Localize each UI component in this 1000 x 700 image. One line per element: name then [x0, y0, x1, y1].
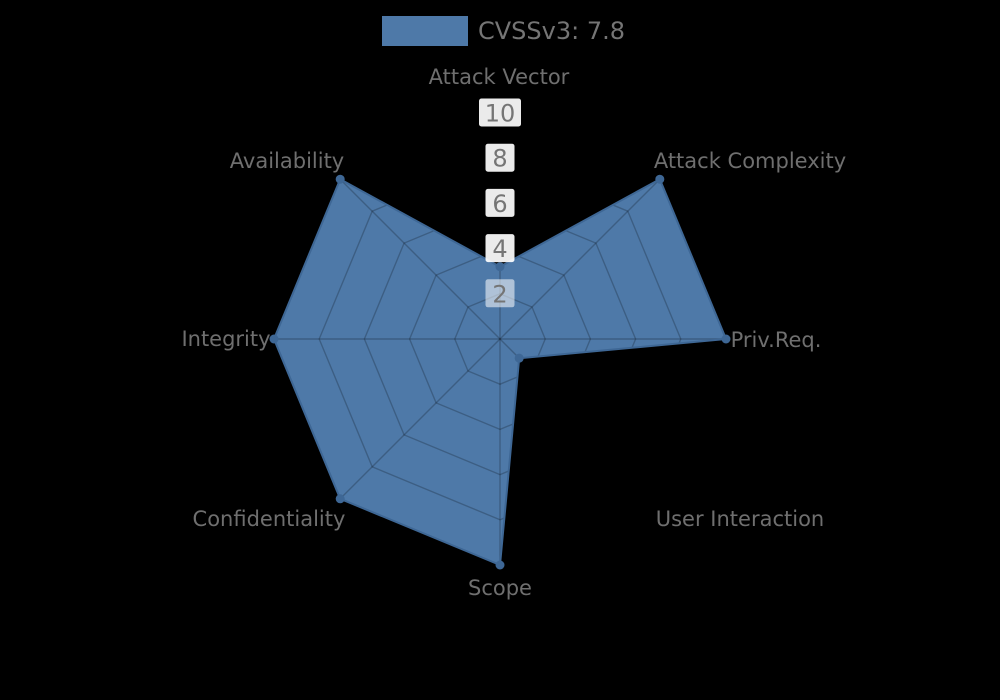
axis-label-availability: Availability: [230, 149, 344, 173]
radial-tick-label-2: 2: [492, 280, 507, 308]
chart-legend: CVSSv3: 7.8: [382, 16, 625, 46]
legend-swatch: [382, 16, 468, 46]
radial-tick-box-2: [485, 279, 515, 308]
radial-tick-box-8: [485, 143, 515, 172]
data-area: [274, 179, 726, 565]
data-point-marker: [721, 334, 731, 344]
data-point-marker: [335, 174, 345, 184]
grid-ring-8: [318, 157, 682, 521]
axis-label-attack-vector: Attack Vector: [429, 65, 570, 89]
grid-spoke: [499, 178, 661, 340]
legend-label: CVSSv3: 7.8: [478, 17, 625, 45]
axis-label-integrity: Integrity: [181, 327, 270, 351]
data-point-marker: [269, 334, 279, 344]
data-point-marker: [495, 262, 505, 272]
grid-spoke: [499, 338, 661, 500]
grid-ring-2: [454, 293, 546, 385]
radial-tick-box-10: [479, 98, 521, 127]
data-point-marker: [655, 174, 665, 184]
data-point-marker: [335, 494, 345, 504]
data-point-marker: [514, 353, 524, 363]
grid-ring-4: [408, 247, 592, 431]
axis-label-priv-req: Priv.Req.: [731, 328, 822, 352]
radial-tick-label-6: 6: [492, 190, 507, 218]
grid-spoke: [339, 178, 501, 340]
radial-tick-label-10: 10: [485, 100, 516, 128]
axis-label-user-interaction: User Interaction: [656, 507, 824, 531]
grid-ring-6: [363, 202, 637, 476]
grid-spoke: [339, 338, 501, 500]
radial-tick-label-4: 4: [492, 235, 507, 263]
axis-label-scope: Scope: [468, 576, 532, 600]
radial-tick-box-4: [485, 234, 515, 263]
data-point-marker: [495, 560, 505, 570]
radial-tick-box-6: [485, 188, 515, 217]
axis-label-attack-complexity: Attack Complexity: [654, 149, 846, 173]
radial-tick-label-8: 8: [492, 145, 507, 173]
axis-label-confidentiality: Confidentiality: [193, 507, 346, 531]
